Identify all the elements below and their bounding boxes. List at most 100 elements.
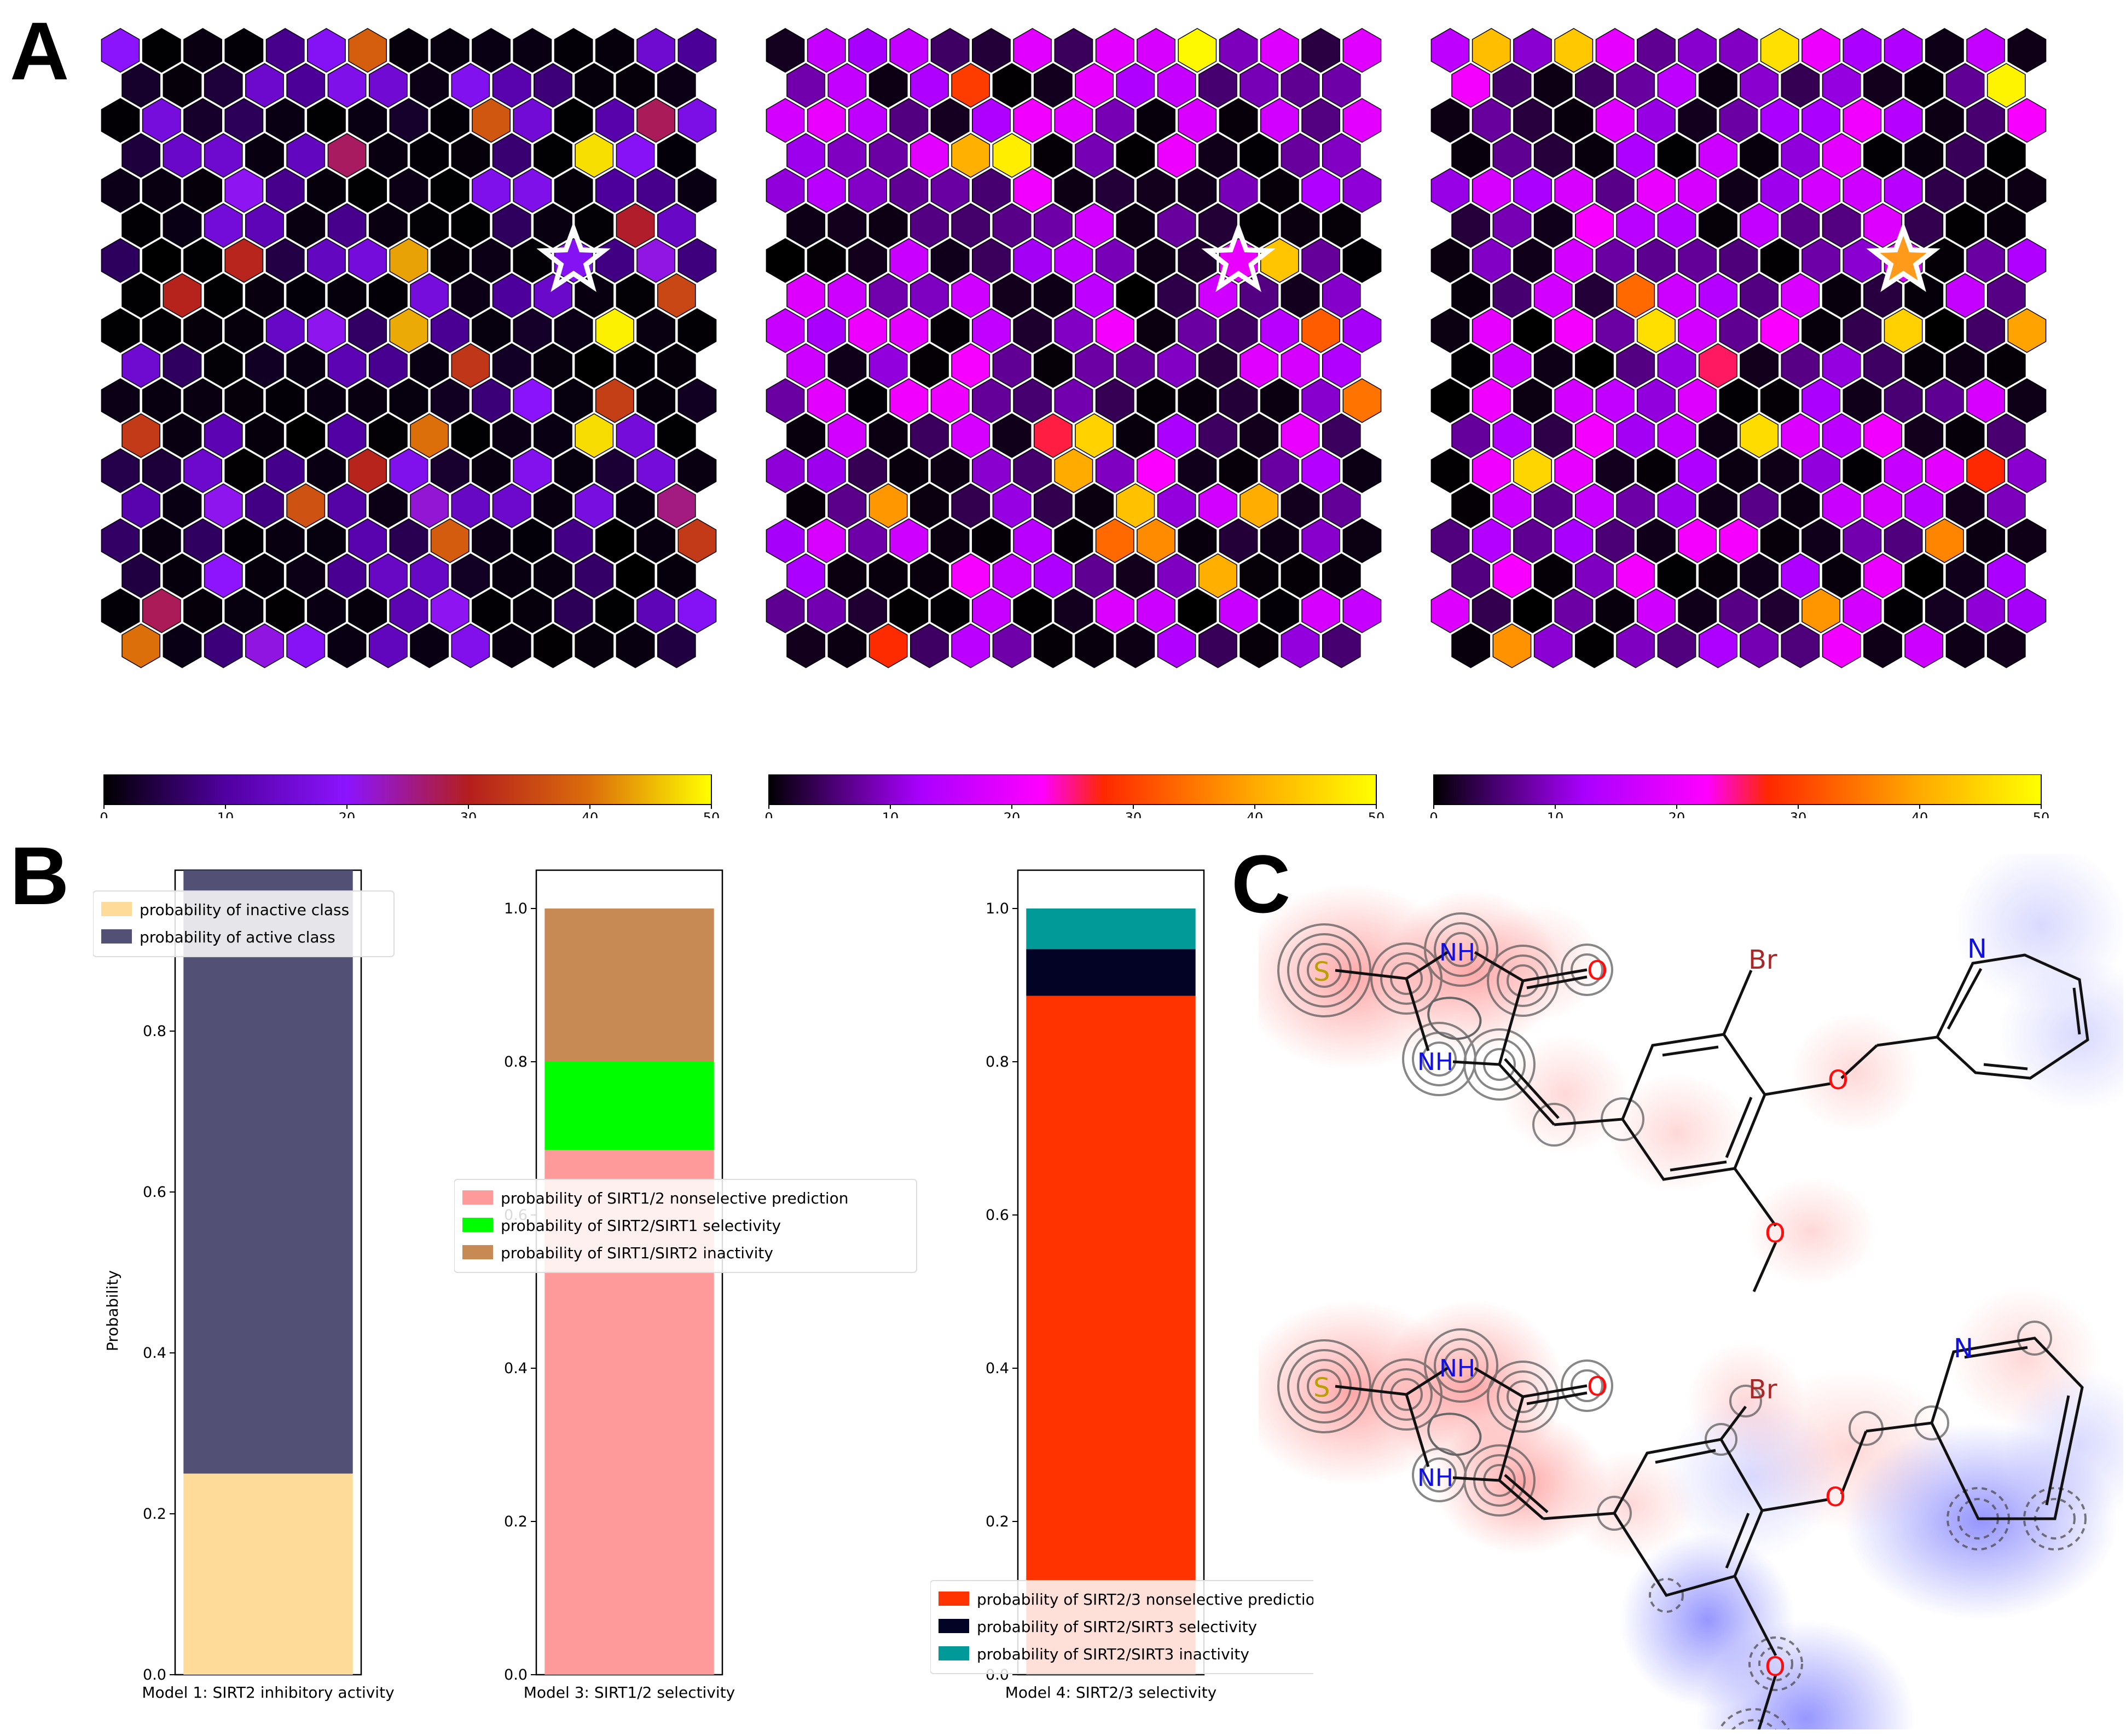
som-hex-cell bbox=[889, 28, 929, 73]
som-hex-cell bbox=[224, 378, 264, 423]
som-hex-cell bbox=[534, 553, 572, 598]
y-tick-label: 0.2 bbox=[504, 1513, 528, 1530]
som-hex-cell bbox=[1054, 168, 1093, 213]
som-hex-cell bbox=[1075, 133, 1114, 178]
atom-br-bottom: Br bbox=[1748, 1374, 1777, 1405]
som-hex-cell bbox=[1760, 448, 1799, 493]
som-hex-cell bbox=[951, 343, 990, 388]
som-hex-cell bbox=[992, 133, 1032, 178]
som-hex-cell bbox=[1945, 483, 1985, 528]
atom-o-bottom-1: O bbox=[1587, 1372, 1608, 1402]
som-hex-cell bbox=[1843, 98, 1882, 143]
som-hex-cell bbox=[1013, 448, 1052, 493]
som-hex-cell bbox=[1719, 448, 1758, 493]
som-hex-cell bbox=[245, 623, 284, 668]
som-hex-cell bbox=[1616, 203, 1655, 248]
som-hex-cell bbox=[1595, 518, 1635, 563]
som-hex-cell bbox=[1322, 413, 1361, 458]
y-tick-label: 1.0 bbox=[986, 900, 1009, 917]
som-hex-cell bbox=[472, 588, 511, 633]
som-hex-cell bbox=[848, 308, 887, 353]
som-hex-cell bbox=[1678, 308, 1717, 353]
som-hex-cell bbox=[101, 518, 140, 563]
som-hex-cell bbox=[807, 378, 846, 423]
som-hex-cell bbox=[534, 63, 572, 108]
som-hex-cell bbox=[616, 553, 655, 598]
som-hex-cell bbox=[636, 238, 676, 283]
som-hex-cell bbox=[1281, 483, 1320, 528]
som-hex-cell bbox=[595, 378, 634, 423]
som-hex-cell bbox=[245, 413, 284, 458]
som-hex-cell bbox=[1157, 203, 1196, 248]
som-hex-cell bbox=[1178, 28, 1217, 73]
som-hex-cell bbox=[245, 63, 284, 108]
som-hex-cell bbox=[2007, 28, 2047, 73]
som-hex-cell bbox=[868, 203, 908, 248]
som-hex-cell bbox=[2007, 238, 2047, 283]
som-hex-cell bbox=[1198, 273, 1237, 318]
som-hex-cell bbox=[389, 168, 428, 213]
som-hex-cell bbox=[1178, 378, 1217, 423]
som-hex-cell bbox=[410, 553, 449, 598]
som-hex-cell bbox=[1637, 28, 1676, 73]
colorbar-tick-label: 0 bbox=[100, 810, 108, 818]
som-hex-cell bbox=[183, 98, 222, 143]
som-hex-cell bbox=[1554, 588, 1594, 633]
som-hex-cell bbox=[1801, 168, 1840, 213]
som-hex-cell bbox=[1054, 378, 1093, 423]
som-hex-cell bbox=[1884, 28, 1923, 73]
som-hex-cell bbox=[121, 133, 161, 178]
som-hex-cell bbox=[1513, 448, 1552, 493]
som-hex-cell bbox=[1781, 203, 1820, 248]
som-hex-cell bbox=[389, 448, 428, 493]
som-hex-cell bbox=[224, 238, 264, 283]
som-hex-cell bbox=[101, 588, 140, 633]
som-hex-cell bbox=[204, 413, 243, 458]
som-hex-cell bbox=[1322, 343, 1361, 388]
som-hex-cell bbox=[868, 483, 908, 528]
som-hex-cell bbox=[204, 133, 243, 178]
som-hex-cell bbox=[410, 413, 449, 458]
star-marker bbox=[1866, 221, 1940, 292]
som-hex-cell bbox=[265, 238, 305, 283]
som-hex-cell bbox=[1033, 343, 1073, 388]
som-hex-cell bbox=[1472, 168, 1511, 213]
som-hex-cell bbox=[265, 378, 305, 423]
som-hex-cell bbox=[1801, 588, 1840, 633]
som-hex-cell bbox=[807, 168, 846, 213]
som-hex-cell bbox=[389, 98, 428, 143]
som-hex-cell bbox=[1760, 518, 1799, 563]
star-marker bbox=[536, 221, 611, 292]
som-hex-cell bbox=[472, 168, 511, 213]
som-hex-cell bbox=[513, 378, 552, 423]
som-hex-cell bbox=[910, 133, 949, 178]
som-hex-cell bbox=[1342, 518, 1382, 563]
legend-label: probability of SIRT1/SIRT2 inactivity bbox=[501, 1244, 773, 1262]
y-axis-label: Probability bbox=[103, 1270, 121, 1351]
som-hex-cell bbox=[1075, 203, 1114, 248]
som-hex-cell bbox=[1966, 98, 2006, 143]
som-hex-cell bbox=[827, 63, 867, 108]
som-hex-cell bbox=[1554, 308, 1594, 353]
som-hex-cell bbox=[451, 273, 490, 318]
som-hex-cell bbox=[307, 238, 346, 283]
som-hex-cell bbox=[1033, 133, 1073, 178]
som-hex-cell bbox=[101, 308, 140, 353]
som-hex-cell bbox=[1116, 203, 1155, 248]
som-hex-cell bbox=[1554, 448, 1594, 493]
som-hex-cell bbox=[1986, 133, 2026, 178]
som-hex-cell bbox=[1986, 63, 2026, 108]
som-hex-cell bbox=[1863, 133, 1902, 178]
som-hex-cell bbox=[1740, 483, 1779, 528]
som-hex-cell bbox=[868, 133, 908, 178]
som-hex-cell bbox=[1678, 168, 1717, 213]
som-hex-cell bbox=[224, 308, 264, 353]
som-hex-cell bbox=[348, 588, 387, 633]
colorbar-tick-label: 40 bbox=[1911, 810, 1928, 818]
som-hex-cell bbox=[327, 63, 367, 108]
som-hex-cell bbox=[1884, 98, 1923, 143]
som-hex-cell bbox=[101, 238, 140, 283]
som-hex-cell bbox=[1239, 133, 1279, 178]
som-hex-cell bbox=[1013, 378, 1052, 423]
som-hex-cell bbox=[1616, 483, 1655, 528]
